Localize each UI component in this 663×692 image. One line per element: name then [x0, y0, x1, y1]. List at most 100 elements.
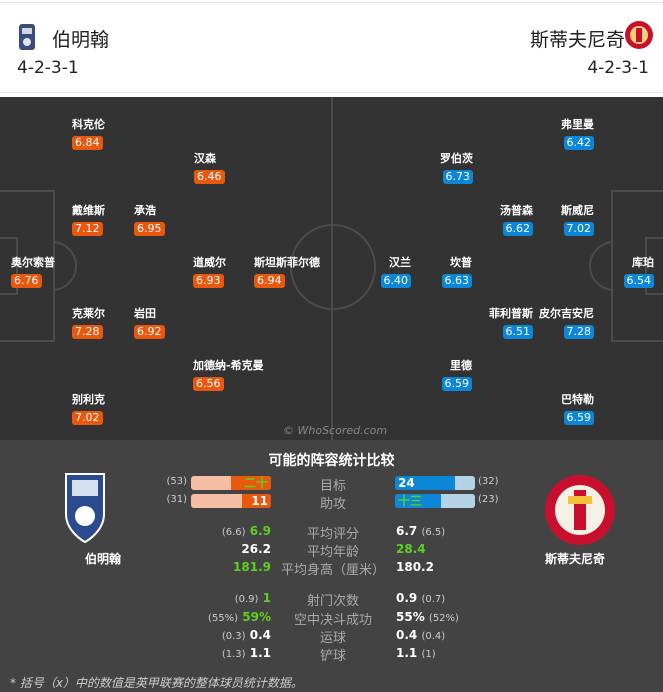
home-penalty-box [0, 190, 55, 342]
player-name: 科克伦 [72, 118, 105, 131]
home-player[interactable]: 加德纳-希克曼 6.56 [193, 359, 264, 391]
player-name: 克莱尔 [72, 307, 105, 320]
player-rating: 6.54 [623, 274, 654, 288]
home-value: 0.4 [249, 628, 271, 642]
stat-label: 助攻 [319, 497, 346, 512]
player-name: 岩田 [134, 307, 156, 320]
away-league-avg: (0.4) [421, 631, 446, 642]
stat-label: 空中决斗成功 [293, 613, 372, 628]
stat-label: 目标 [319, 479, 346, 494]
home-team-label: 伯明翰 [85, 552, 122, 566]
home-stat: (55%) 59% [208, 610, 271, 624]
away-team-label: 斯蒂夫尼奇 [545, 552, 606, 566]
away-stat: 1.1 (1) [396, 646, 436, 660]
away-stat: 6.7 (6.5) [396, 524, 445, 538]
away-player[interactable]: 坎普 6.63 [441, 256, 472, 288]
player-name: 库珀 [632, 256, 654, 269]
home-player[interactable]: 斯坦斯菲尔德 6.94 [254, 256, 320, 288]
player-rating: 7.02 [72, 411, 103, 425]
stat-label: 平均年龄 [306, 545, 359, 560]
home-league-avg: (55%) [208, 613, 239, 624]
home-player[interactable]: 奥尔索普 6.76 [11, 256, 55, 288]
away-team-name[interactable]: 斯蒂夫尼奇 [529, 29, 625, 51]
home-bar: 二十七 [191, 476, 271, 490]
player-rating: 6.63 [441, 274, 472, 288]
away-six-yard-box [645, 237, 663, 295]
player-rating: 6.59 [563, 411, 594, 425]
player-name: 皮尔吉安尼 [539, 307, 594, 320]
home-value: 59% [242, 610, 271, 624]
away-player[interactable]: 库珀 6.54 [623, 256, 654, 288]
player-rating: 7.02 [563, 222, 594, 236]
player-name: 别利克 [72, 393, 105, 406]
home-player[interactable]: 克莱尔 7.28 [72, 307, 105, 339]
player-name: 加德纳-希克曼 [193, 359, 264, 372]
away-player[interactable]: 汉兰 6.40 [380, 256, 411, 288]
home-league-avg: (6.6) [221, 527, 246, 538]
home-player[interactable]: 别利克 7.02 [72, 393, 105, 425]
away-league-avg: (32) [478, 476, 499, 487]
player-rating: 6.59 [441, 377, 472, 391]
away-player[interactable]: 汤普森 6.62 [500, 204, 533, 236]
away-formation: 4-2-3-1 [587, 58, 649, 78]
away-stat: 0.9 (0.7) [396, 591, 445, 605]
away-player[interactable]: 斯威尼 7.02 [561, 204, 594, 236]
comparison-panel: 可能的阵容统计比较 伯明翰 斯蒂夫尼奇 (53) 二十七 目标 24 (32) (… [0, 440, 663, 692]
home-value: 1 [262, 591, 271, 605]
away-player[interactable]: 弗里曼 6.42 [561, 118, 594, 150]
away-value: 28.4 [396, 542, 426, 556]
home-player[interactable]: 科克伦 6.84 [72, 118, 105, 150]
home-stat: 181.9 [233, 560, 271, 574]
home-value: 181.9 [233, 560, 271, 574]
away-league-avg: (1) [421, 649, 436, 660]
player-name: 道威尔 [193, 256, 226, 269]
home-stat: 26.2 [241, 542, 271, 556]
away-crest-large-icon [545, 475, 615, 545]
home-bar-value: 二十七 [231, 476, 271, 490]
away-value: 55% [396, 610, 425, 624]
player-name: 斯威尼 [561, 204, 594, 217]
player-name: 坎普 [450, 256, 472, 269]
away-penalty-box [611, 190, 663, 342]
player-rating: 6.95 [134, 222, 165, 236]
away-value: 0.4 [396, 628, 418, 642]
player-name: 汤普森 [500, 204, 533, 217]
player-name: 奥尔索普 [11, 256, 55, 269]
home-league-avg: (31) [166, 494, 187, 505]
away-player[interactable]: 皮尔吉安尼 7.28 [539, 307, 594, 339]
comparison-title: 可能的阵容统计比较 [268, 453, 395, 469]
away-bar-value: 24 [395, 476, 455, 490]
home-stat: (6.6) 6.9 [222, 524, 271, 538]
player-name: 承浩 [134, 204, 156, 217]
away-bar-value: 十三 [395, 494, 442, 508]
home-player[interactable]: 承浩 6.95 [134, 204, 165, 236]
stat-label: 铲球 [319, 649, 346, 664]
pitch: 科克伦 6.84 汉森 6.46 戴维斯 7.12 承浩 6.95 奥尔索普 6.76 道威尔 6.9… [0, 97, 663, 440]
home-formation: 4-2-3-1 [17, 58, 79, 78]
player-name: 里德 [450, 359, 472, 372]
player-name: 汉森 [194, 152, 216, 165]
away-stat: 28.4 [396, 542, 426, 556]
player-rating: 6.94 [254, 274, 285, 288]
home-player[interactable]: 岩田 6.92 [134, 307, 165, 339]
away-player[interactable]: 里德 6.59 [441, 359, 472, 391]
home-player[interactable]: 汉森 6.46 [194, 152, 225, 184]
stat-label: 射门次数 [306, 594, 359, 609]
home-team-name[interactable]: 伯明翰 [52, 29, 110, 51]
home-crest-large-icon [65, 473, 105, 544]
home-player[interactable]: 道威尔 6.93 [193, 256, 226, 288]
away-value: 6.7 [396, 524, 418, 538]
home-value: 26.2 [241, 542, 271, 556]
away-player[interactable]: 巴特勒 6.59 [561, 393, 594, 425]
away-stat: 0.4 (0.4) [396, 628, 445, 642]
home-league-avg: (0.9) [234, 594, 259, 605]
away-player[interactable]: 菲利普斯 6.51 [489, 307, 533, 339]
player-rating: 6.76 [11, 274, 42, 288]
away-value: 180.2 [396, 560, 434, 574]
player-rating: 6.56 [193, 377, 224, 391]
home-six-yard-box [0, 237, 18, 295]
player-rating: 7.12 [72, 222, 103, 236]
away-player[interactable]: 罗伯茨 6.73 [440, 152, 473, 184]
home-player[interactable]: 戴维斯 7.12 [72, 204, 105, 236]
stat-label: 运球 [319, 631, 346, 646]
